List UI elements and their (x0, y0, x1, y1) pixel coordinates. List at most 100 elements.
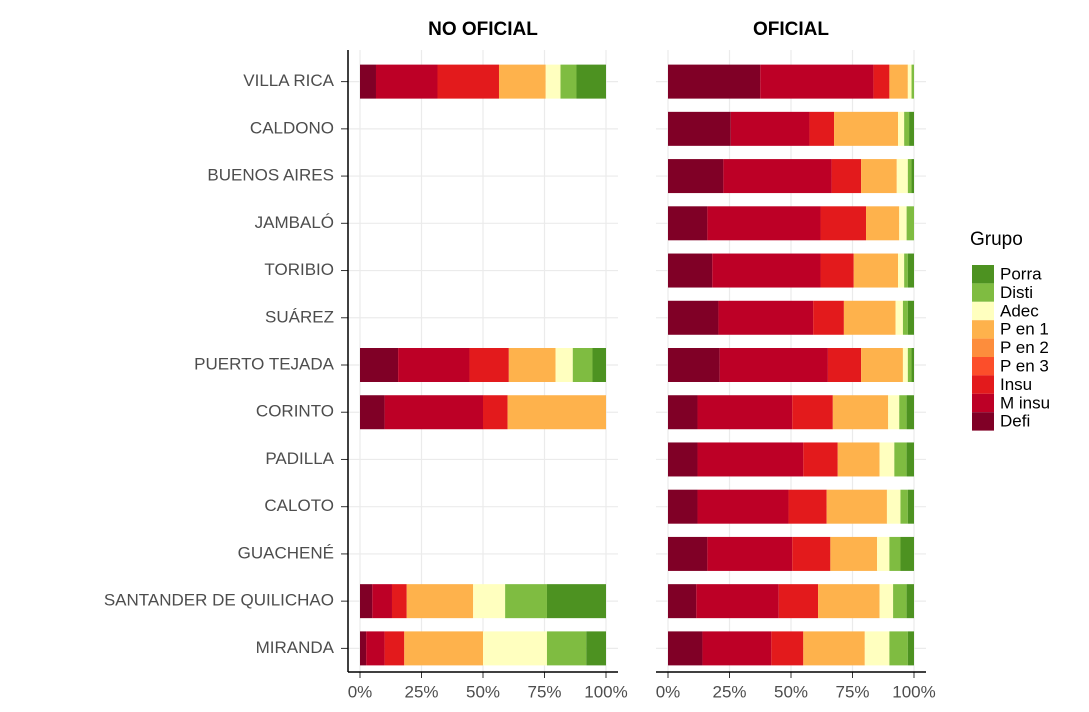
bar-segment (469, 348, 509, 382)
bar-segment (505, 584, 547, 619)
bar-segment (668, 300, 719, 335)
legend-swatch (972, 375, 994, 394)
bar-segment (820, 206, 867, 241)
legend-swatch (972, 265, 994, 284)
bar-segment (723, 159, 832, 194)
bar-segment (360, 64, 376, 99)
bar-segment (907, 159, 912, 194)
bar-segment (360, 348, 399, 382)
bar-segment (712, 253, 821, 288)
bar-segment (707, 536, 793, 571)
x-tick-label: 50% (774, 682, 808, 701)
legend-label: P en 2 (1000, 338, 1049, 357)
bar-segment (803, 631, 865, 666)
bar-segment (778, 584, 819, 619)
x-tick-label: 0% (656, 682, 681, 701)
legend-title: Grupo (970, 229, 1023, 250)
x-tick-label: 100% (892, 682, 935, 701)
bar-segment (483, 395, 508, 430)
y-tick-label: CORINTO (256, 402, 334, 421)
bar-segment (546, 584, 606, 619)
y-tick-label: CALDONO (250, 118, 334, 137)
bar-segment (827, 348, 862, 382)
bar-segment (906, 584, 914, 619)
bar-segment (696, 584, 779, 619)
x-tick-label: 25% (404, 682, 438, 701)
y-tick-label: MIRANDA (256, 638, 335, 657)
x-tick-label: 100% (584, 682, 627, 701)
bar-segment (866, 206, 900, 241)
bar-segment (906, 395, 914, 430)
legend-swatch (972, 301, 994, 321)
bar-segment (576, 64, 606, 99)
bar-segment (586, 631, 606, 666)
bar-segment (843, 300, 896, 335)
legend-label: Insu (1000, 375, 1032, 394)
bar-segment (861, 348, 903, 382)
bar-segment (830, 536, 878, 571)
bar-segment (372, 584, 392, 619)
bar-segment (668, 348, 720, 382)
bar-segment (788, 489, 827, 524)
legend-swatch (972, 320, 994, 339)
bar-segment (498, 64, 546, 99)
bar-segment (899, 206, 907, 241)
bar-segment (889, 64, 908, 99)
bar-segment (902, 300, 908, 335)
bar-segment (818, 584, 880, 619)
bar-segment (803, 442, 838, 477)
bar-segment (697, 442, 804, 477)
bar-segment (668, 159, 724, 194)
bar-segment (911, 348, 914, 382)
bar-segment (895, 300, 903, 335)
y-tick-label: GUACHENÉ (238, 543, 334, 562)
bar-segment (907, 489, 914, 524)
bar-segment (889, 631, 908, 666)
bar-segment (809, 111, 835, 146)
bar-segment (546, 631, 587, 666)
bar-segment (902, 348, 908, 382)
bar-segment (886, 489, 901, 524)
bar-segment (668, 395, 698, 430)
bar-segment (668, 64, 761, 99)
bar-segment (907, 300, 914, 335)
bar-segment (697, 489, 789, 524)
y-tick-label: CALOTO (264, 496, 334, 515)
bar-segment (668, 584, 697, 619)
bar-segment (904, 253, 908, 288)
bar-segment (560, 64, 577, 99)
bar-segment (375, 64, 438, 99)
x-tick-label: 25% (712, 682, 746, 701)
bar-segment (360, 631, 367, 666)
bar-segment (384, 395, 483, 430)
bar-segment (820, 253, 854, 288)
x-tick-label: 75% (527, 682, 561, 701)
panel-title: NO OFICIAL (428, 19, 538, 40)
y-tick-label: BUENOS AIRES (207, 166, 334, 185)
bar-segment (909, 111, 914, 146)
bar-segment (888, 395, 900, 430)
y-tick-label: VILLA RICA (243, 71, 334, 90)
bar-segment (792, 395, 833, 430)
bar-segment (668, 253, 713, 288)
bar-segment (904, 111, 910, 146)
legend-label: Porra (1000, 264, 1042, 283)
bar-segment (760, 64, 874, 99)
bar-segment (907, 253, 914, 288)
bar-segment (404, 631, 483, 666)
bar-segment (911, 64, 914, 99)
bar-segment (834, 111, 899, 146)
y-tick-label: PADILLA (265, 449, 334, 468)
legend-label: P en 3 (1000, 356, 1049, 375)
bar-segment (864, 631, 890, 666)
bar-segment (483, 631, 547, 666)
bar-segment (906, 206, 914, 241)
bar-segment (861, 159, 897, 194)
legend-swatch (972, 338, 994, 357)
bar-segment (911, 159, 914, 194)
legend-label: M insu (1000, 393, 1050, 412)
bar-segment (792, 536, 831, 571)
bar-segment (771, 631, 804, 666)
bar-segment (879, 584, 894, 619)
bar-segment (668, 206, 708, 241)
